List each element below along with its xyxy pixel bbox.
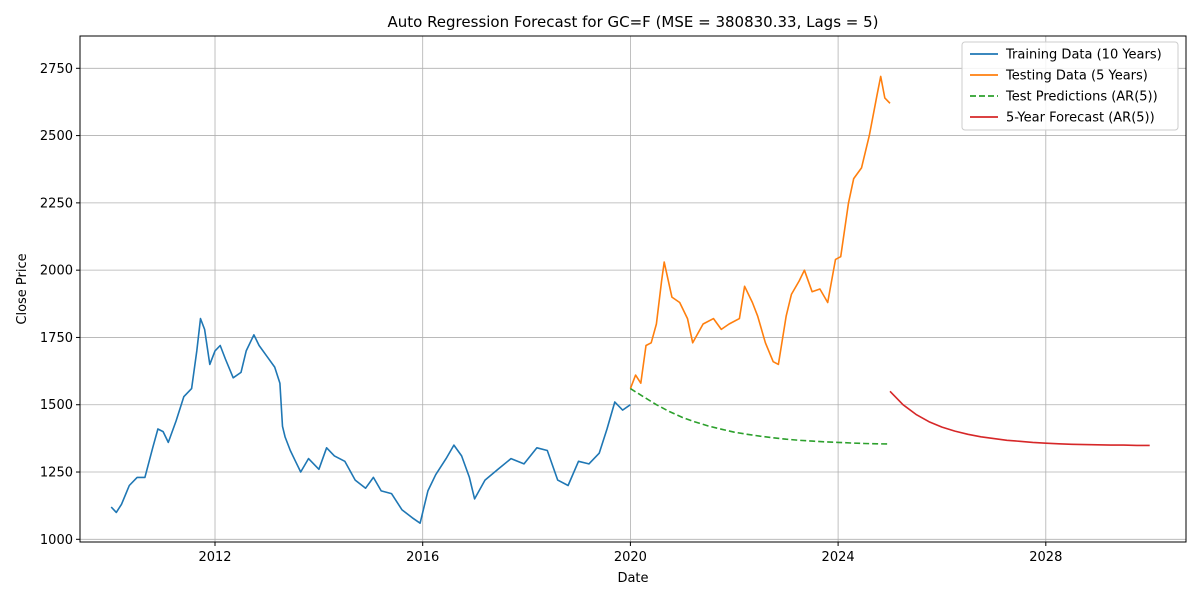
legend-box — [961, 41, 1179, 131]
legend: Training Data (10 Years) Testing Data (5 … — [961, 41, 1179, 131]
y-tick-label: 2250 — [40, 196, 73, 211]
plot-area — [110, 75, 1150, 525]
legend-label: 5-Year Forecast (AR(5)) — [1006, 111, 1155, 126]
grid — [80, 36, 1186, 542]
series-line-test-predictions-ar-5 — [629, 387, 891, 445]
x-axis: 2012 2016 2020 2024 2028 — [198, 542, 1062, 565]
x-tick-label: 2024 — [822, 550, 855, 565]
x-axis-label: Date — [617, 571, 648, 586]
y-tick-label: 1500 — [40, 398, 73, 413]
x-tick-label: 2012 — [198, 550, 231, 565]
y-tick-label: 2000 — [40, 264, 73, 279]
y-tick-label: 2500 — [40, 129, 73, 144]
legend-label: Training Data (10 Years) — [1005, 48, 1162, 63]
legend-label: Test Predictions (AR(5)) — [1005, 90, 1158, 105]
y-tick-label: 1750 — [40, 331, 73, 346]
y-tick-label: 2750 — [40, 62, 73, 77]
x-tick-label: 2020 — [614, 550, 647, 565]
series-line-5-year-forecast-ar-5 — [889, 390, 1150, 447]
x-tick-label: 2028 — [1029, 550, 1062, 565]
chart-title: Auto Regression Forecast for GC=F (MSE =… — [387, 13, 878, 31]
legend-label: Testing Data (5 Years) — [1005, 69, 1148, 84]
series-line-testing-data-5-years — [629, 75, 891, 389]
y-tick-label: 1000 — [40, 533, 73, 548]
series-line-training-data-10-years — [110, 317, 631, 525]
y-tick-label: 1250 — [40, 466, 73, 481]
y-axis-label: Close Price — [15, 253, 30, 324]
plot-frame — [79, 35, 1187, 543]
x-tick-label: 2016 — [406, 550, 439, 565]
y-axis: 1000 1250 1500 1750 2000 2250 2500 2750 — [40, 62, 80, 548]
